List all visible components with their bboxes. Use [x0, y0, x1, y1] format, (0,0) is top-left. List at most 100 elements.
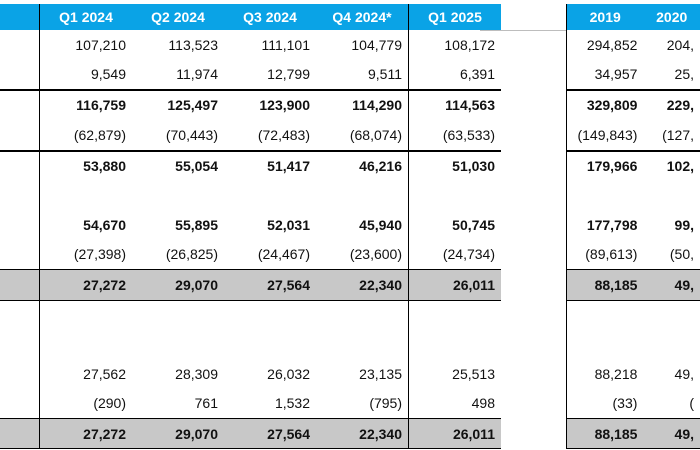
table-cell: 26,032: [267, 365, 310, 382]
table-cell: 1,532: [274, 395, 310, 412]
table-cell: 22,340: [316, 269, 409, 301]
table-row: 27,562 28,309 26,032 23,135 25,513: [0, 359, 501, 389]
table-cell: (50,: [669, 246, 694, 263]
table-cell: 9,549: [90, 66, 126, 83]
table-cell: 116,759: [39, 88, 132, 121]
table-cell: 107,210: [75, 36, 126, 53]
table-row: 88,185 49,: [566, 418, 700, 450]
table-cell: (23,600): [349, 246, 402, 263]
table-row: 177,798 99,: [566, 210, 700, 240]
header-underline: [480, 30, 566, 31]
table-cell: (127,: [662, 126, 694, 143]
table-cell: 229,: [643, 88, 700, 121]
table-row: (89,613) (50,: [566, 239, 700, 270]
table-row: (27,398) (26,825) (24,467) (23,600) (24,734): [0, 239, 501, 270]
table-cell: 123,900: [224, 88, 316, 121]
table-row: 107,210 113,523 111,101 104,779 108,172: [0, 30, 501, 60]
table-cell: (70,443): [165, 126, 218, 143]
table-cell: (68,074): [349, 126, 402, 143]
table-row: 53,880 55,054 51,417 46,216 51,030: [0, 149, 501, 181]
table-cell: 11,974: [176, 66, 218, 83]
table-cell: 9,511: [368, 66, 402, 83]
table-cell: [40, 300, 133, 330]
table-cell: 27,272: [39, 269, 132, 301]
table-cell: [566, 180, 644, 211]
table-cell: 49,: [643, 418, 700, 450]
row-label-cell: [0, 120, 40, 151]
table-row: [0, 329, 501, 360]
table-row: 88,218 49,: [566, 359, 700, 389]
header-q1-2025: Q1 2025: [408, 4, 501, 30]
table-cell: 102,: [643, 149, 700, 181]
table-cell: 113,523: [168, 36, 218, 53]
header-q2-2024: Q2 2024: [132, 4, 224, 30]
table-cell: (24,734): [408, 239, 501, 270]
table-cell: [643, 300, 700, 330]
table-cell: 111,101: [261, 36, 310, 53]
table-row: (290) 761 1,532 (795) 498: [0, 388, 501, 419]
table-cell: (63,533): [408, 120, 501, 151]
table-row: [0, 180, 501, 211]
table-cell: 55,895: [175, 217, 218, 234]
table-cell: [408, 180, 501, 211]
table-cell: [40, 330, 133, 359]
table-cell: [224, 330, 316, 359]
table-cell: (33): [566, 388, 644, 419]
table-cell: 294,852: [566, 30, 644, 60]
table-cell: (: [689, 395, 694, 412]
table-row: 329,809 229,: [566, 88, 700, 121]
table-cell: 26,011: [408, 418, 501, 450]
header-q3-2024: Q3 2024: [224, 4, 316, 30]
header-q4-2024: Q4 2024*: [316, 4, 409, 30]
table-cell: 179,966: [566, 149, 644, 181]
table-row: (149,843) (127,: [566, 120, 700, 151]
header-q1-2024: Q1 2024: [39, 4, 132, 30]
quarterly-table: Q1 2024 Q2 2024 Q3 2024 Q4 2024* Q1 2025…: [0, 4, 501, 450]
table-cell: 50,745: [408, 210, 501, 240]
table-cell: 12,799: [267, 66, 310, 83]
table-cell: [566, 300, 644, 330]
table-cell: 498: [408, 388, 501, 419]
table-cell: (149,843): [566, 120, 644, 151]
table-cell: 28,309: [175, 365, 218, 382]
table-cell: [316, 330, 409, 359]
table-cell: 45,940: [359, 217, 402, 234]
table-cell: 49,: [674, 365, 694, 382]
row-label-cell: [0, 149, 40, 181]
row-label-cell: [0, 180, 40, 211]
table-cell: 53,880: [39, 149, 132, 181]
table-row: 294,852 204,: [566, 30, 700, 60]
table-row: 54,670 55,895 52,031 45,940 50,745: [0, 210, 501, 240]
header-2019: 2019: [566, 4, 644, 30]
table-cell: 27,564: [224, 418, 316, 450]
table-cell: [132, 330, 224, 359]
table-cell: 104,779: [351, 36, 402, 53]
table-cell: 6,391: [408, 59, 501, 90]
row-label-cell: [0, 59, 40, 90]
table-cell: 88,185: [566, 418, 644, 450]
row-label-cell: [0, 388, 40, 419]
row-label-cell: [0, 359, 40, 389]
table-cell: [132, 181, 224, 210]
table-cell: 22,340: [316, 418, 409, 450]
table-cell: 52,031: [267, 217, 310, 234]
row-label-cell: [0, 300, 40, 330]
table-cell: 114,290: [316, 88, 409, 121]
row-label-cell: [0, 210, 40, 240]
table-row: [0, 300, 501, 330]
table-cell: [132, 300, 224, 330]
table-row: (33) (: [566, 388, 700, 419]
table-row: 116,759 125,497 123,900 114,290 114,563: [0, 88, 501, 121]
table-cell: 51,417: [224, 149, 316, 181]
table-cell: 26,011: [408, 269, 501, 301]
table-cell: (62,879): [73, 126, 126, 143]
table-cell: (89,613): [566, 239, 644, 270]
table-row: 88,185 49,: [566, 269, 700, 301]
quarterly-header-row: Q1 2024 Q2 2024 Q3 2024 Q4 2024* Q1 2025: [0, 4, 501, 30]
table-cell: 27,272: [39, 418, 132, 450]
table-row: (62,879) (70,443) (72,483) (68,074) (63,533): [0, 120, 501, 151]
table-cell: (27,398): [73, 246, 126, 263]
table-cell: 46,216: [316, 149, 409, 181]
row-label-cell: [0, 329, 40, 360]
table-cell: 25,513: [408, 359, 501, 389]
